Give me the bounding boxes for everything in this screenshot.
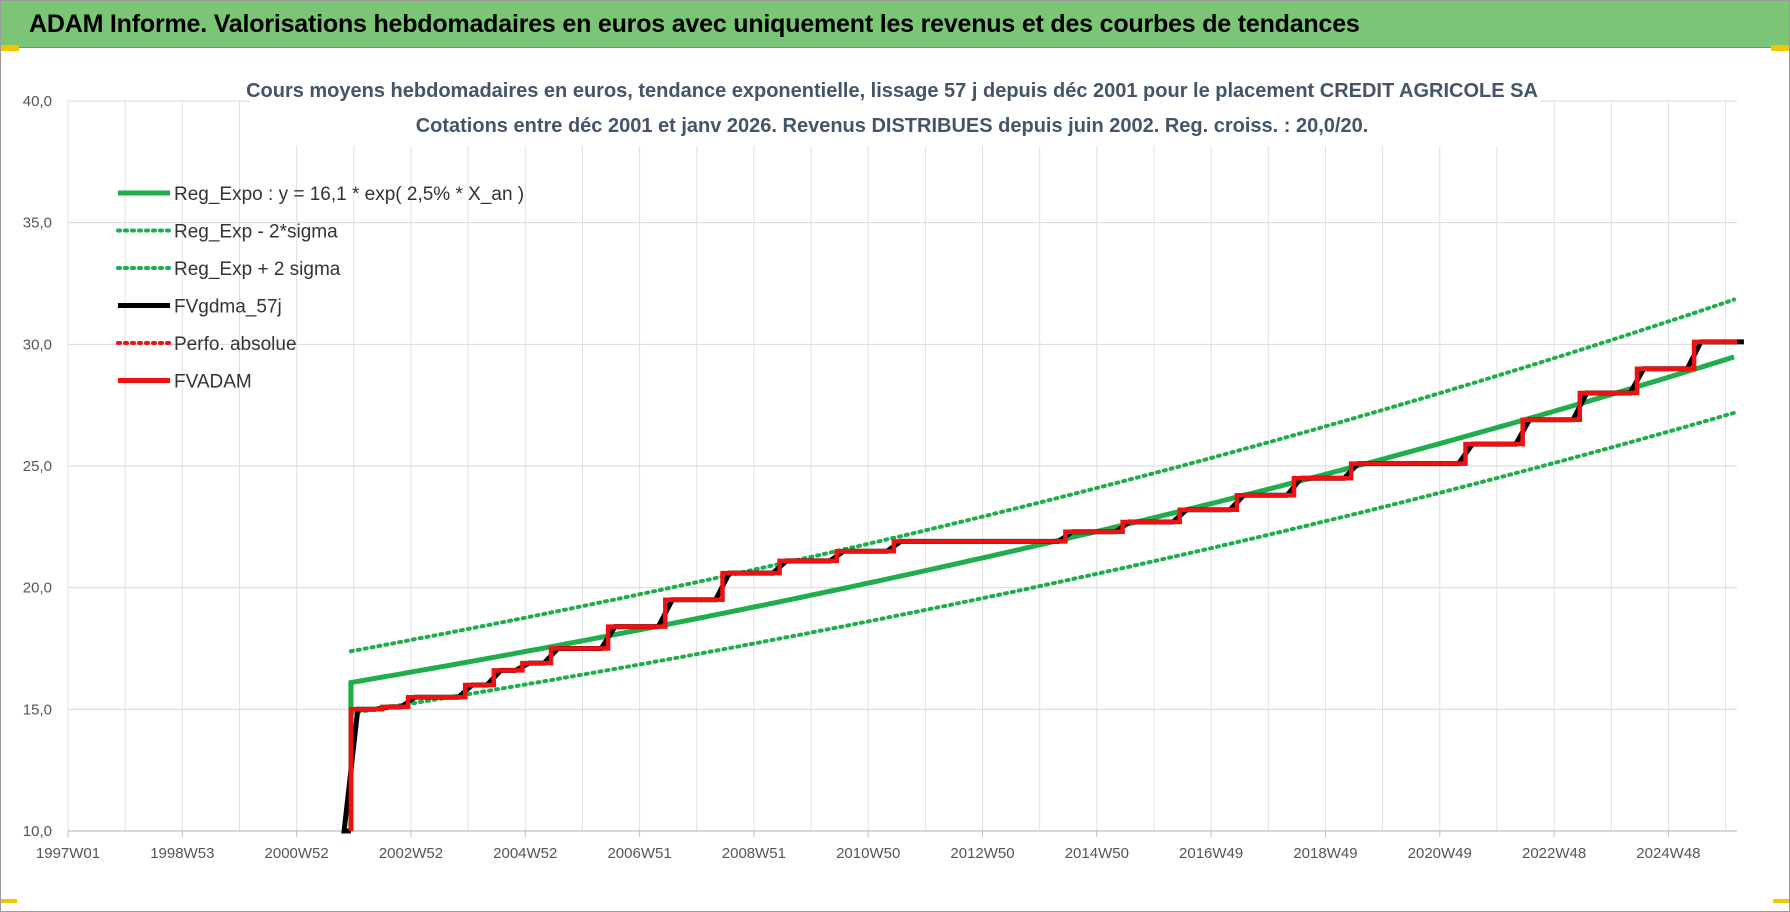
y-tick-label: 20,0 (23, 580, 52, 597)
legend-label: FVgdma_57j (174, 297, 282, 318)
series-reg-expo (348, 354, 1735, 831)
x-tick-label: 2020W49 (1408, 845, 1472, 862)
x-tick-label: 1997W01 (36, 845, 100, 862)
y-tick-label: 35,0 (23, 215, 52, 232)
legend-label: Reg_Expo : y = 16,1 * exp( 2,5% * X_an ) (174, 184, 524, 205)
legend-label: Perfo. absolue (174, 334, 297, 355)
legend-label: Reg_Exp - 2*sigma (174, 222, 338, 243)
x-tick-label: 2018W49 (1293, 845, 1357, 862)
y-tick-label: 30,0 (23, 336, 52, 353)
x-tick-label: 2000W52 (265, 845, 329, 862)
x-axis: 1997W01 1998W53 2000W52 2002W52 2004W52 2006W… (36, 831, 1701, 862)
legend-label: FVADAM (174, 372, 252, 393)
chart-title-line2: Cotations entre déc 2001 et janv 2026. R… (416, 115, 1369, 137)
legend: Reg_Expo : y = 16,1 * exp( 2,5% * X_an )… (116, 184, 524, 393)
grid-lines (67, 100, 1737, 832)
x-tick-label: 2016W49 (1179, 845, 1243, 862)
page-title: ADAM Informe. Valorisations hebdomadaire… (29, 10, 1360, 38)
corner-marker-bottom-right (1773, 899, 1789, 903)
x-tick-label: 2014W50 (1065, 845, 1129, 862)
y-tick-label: 15,0 (23, 701, 52, 718)
corner-marker-top-right (1771, 45, 1789, 51)
series-group (341, 297, 1744, 834)
x-tick-label: 2022W48 (1522, 845, 1586, 862)
x-tick-label: 1998W53 (150, 845, 214, 862)
x-tick-label: 2024W48 (1636, 845, 1700, 862)
corner-marker-top-left (1, 45, 19, 51)
series-reg-minus-2sigma (348, 410, 1737, 716)
title-background (250, 94, 1540, 146)
y-tick-label: 25,0 (23, 458, 52, 475)
chart-title-line1: Cours moyens hebdomadaires en euros, ten… (246, 80, 1538, 102)
x-tick-label: 2004W52 (493, 845, 557, 862)
x-tick-label: 2012W50 (950, 845, 1014, 862)
x-tick-label: 2010W50 (836, 845, 900, 862)
series-reg-plus-2sigma (348, 297, 1737, 654)
x-tick-label: 2002W52 (379, 845, 443, 862)
header-banner: ADAM Informe. Valorisations hebdomadaire… (1, 1, 1789, 48)
corner-marker-bottom-left (1, 899, 17, 903)
legend-label: Reg_Exp + 2 sigma (174, 259, 341, 280)
y-tick-label: 10,0 (23, 823, 52, 840)
x-tick-label: 2006W51 (607, 845, 671, 862)
x-tick-label: 2008W51 (722, 845, 786, 862)
y-tick-label: 40,0 (23, 93, 52, 110)
series-fvadam (348, 339, 1737, 831)
y-axis: 10,0 15,0 20,0 25,0 30,0 35,0 40,0 (23, 93, 52, 840)
